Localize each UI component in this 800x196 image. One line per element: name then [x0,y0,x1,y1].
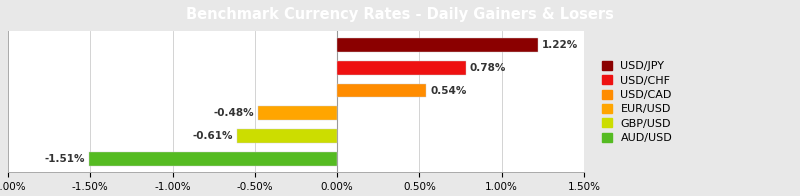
Text: -1.51%: -1.51% [44,154,85,164]
Text: Benchmark Currency Rates - Daily Gainers & Losers: Benchmark Currency Rates - Daily Gainers… [186,7,614,22]
Legend: USD/JPY, USD/CHF, USD/CAD, EUR/USD, GBP/USD, AUD/USD: USD/JPY, USD/CHF, USD/CAD, EUR/USD, GBP/… [602,61,672,143]
Text: 0.78%: 0.78% [470,63,506,73]
Text: -0.48%: -0.48% [214,108,254,118]
Text: 0.54%: 0.54% [430,85,466,95]
Bar [337,38,538,52]
Bar [337,84,426,97]
Bar [237,129,337,143]
Bar [337,61,466,75]
Bar [89,152,337,166]
Text: 1.22%: 1.22% [542,40,578,50]
Bar [258,106,337,120]
Text: -0.61%: -0.61% [192,131,233,141]
